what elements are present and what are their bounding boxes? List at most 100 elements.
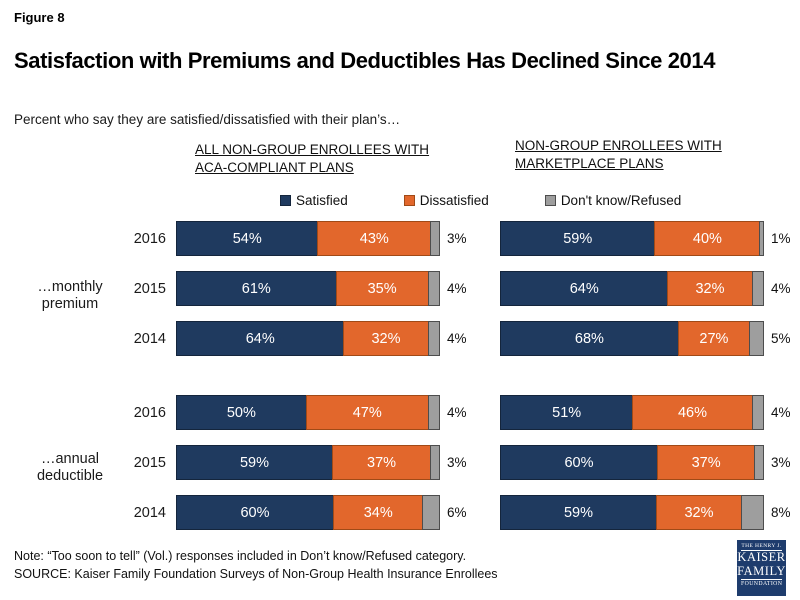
- panel-header-marketplace: NON-GROUP ENROLLEES WITH MARKETPLACE PLA…: [515, 137, 722, 173]
- bar-segment-dissatisfied: 47%: [305, 395, 429, 430]
- year-label: 2015: [133, 454, 166, 471]
- page-title: Satisfaction with Premiums and Deductibl…: [14, 48, 716, 73]
- year-label: 2014: [133, 504, 166, 521]
- dont-know-value-label: 4%: [447, 331, 467, 346]
- bar-segment-dissatisfied: 34%: [333, 495, 424, 530]
- bar-row: 51% 46% 4%: [500, 395, 791, 430]
- bar-segment-dissatisfied: 40%: [654, 221, 761, 256]
- logo-line: KAISER: [737, 550, 786, 564]
- bar-row: 59% 32% 8%: [500, 495, 791, 530]
- bar-value-label: 59%: [563, 230, 593, 247]
- bar-segment-dont_know_refused: [427, 395, 440, 430]
- bar-row: 2016 50% 47% 4%: [126, 395, 467, 430]
- bar-segment-satisfied: 59%: [500, 221, 656, 256]
- bar-segment-dissatisfied: 37%: [331, 445, 432, 480]
- bar-value-label: 60%: [564, 454, 594, 471]
- bar-segment-dont_know_refused: [759, 221, 764, 256]
- stacked-bar: 54% 43%: [176, 221, 440, 256]
- bar-value-label: 68%: [574, 330, 604, 347]
- bar-row: 2015 59% 37% 3%: [126, 445, 467, 480]
- bar-segment-dont_know_refused: [427, 321, 441, 356]
- dont-know-value-label: 8%: [771, 505, 791, 520]
- panel-header-line: ALL NON-GROUP ENROLLEES WITH: [195, 142, 430, 157]
- bar-value-label: 32%: [371, 330, 401, 347]
- legend-label: Don't know/Refused: [560, 193, 682, 208]
- bar-value-label: 64%: [569, 280, 599, 297]
- bar-segment-dont_know_refused: [751, 271, 765, 306]
- bar-segment-dont_know_refused: [751, 395, 764, 430]
- bar-row: 59% 40% 1%: [500, 221, 791, 256]
- bar-segment-dissatisfied: 27%: [677, 321, 750, 356]
- bar-value-label: 40%: [692, 230, 722, 247]
- legend-item: Don't know/Refused: [544, 193, 682, 208]
- stacked-bar: 60% 34%: [176, 495, 440, 530]
- row-group-label-annual-deductible: …annual deductible: [14, 451, 126, 485]
- dont-know-value-label: 1%: [771, 231, 791, 246]
- bar-segment-dont_know_refused: [430, 445, 440, 480]
- bar-row: 60% 37% 3%: [500, 445, 791, 480]
- bar-row: 2014 64% 32% 4%: [126, 321, 467, 356]
- stacked-bar: 59% 40%: [500, 221, 764, 256]
- bar-value-label: 37%: [691, 454, 721, 471]
- bar-segment-dissatisfied: 32%: [655, 495, 742, 530]
- legend-label: Satisfied: [296, 193, 348, 208]
- stacked-bar: 51% 46%: [500, 395, 764, 430]
- bar-value-label: 59%: [563, 504, 593, 521]
- stacked-bar: 60% 37%: [500, 445, 764, 480]
- bar-segment-satisfied: 64%: [176, 321, 345, 356]
- legend-label: Dissatisfied: [419, 193, 489, 208]
- bar-segment-satisfied: 64%: [500, 271, 669, 306]
- bar-value-label: 60%: [240, 504, 270, 521]
- dont-know-value-label: 3%: [447, 455, 467, 470]
- stacked-bar: 64% 32%: [176, 321, 441, 356]
- bar-segment-satisfied: 68%: [500, 321, 679, 356]
- group-label-line: …annual: [40, 451, 100, 467]
- bar-value-label: 64%: [245, 330, 275, 347]
- bar-segment-dissatisfied: 46%: [632, 395, 753, 430]
- panel-header-line: MARKETPLACE PLANS: [515, 156, 664, 171]
- panel-header-line: ACA-COMPLIANT PLANS: [195, 160, 354, 175]
- dont-know-value-label: 4%: [771, 281, 791, 296]
- bar-value-label: 37%: [367, 454, 397, 471]
- group-label-line: deductible: [36, 468, 104, 484]
- group-label-line: …monthly: [37, 279, 103, 295]
- bar-segment-satisfied: 60%: [176, 495, 334, 530]
- year-label: 2014: [133, 330, 166, 347]
- bar-segment-dissatisfied: 35%: [335, 271, 429, 306]
- footnote: Note: “Too soon to tell” (Vol.) response…: [14, 549, 467, 563]
- legend-item: Satisfied: [280, 193, 348, 208]
- legend-swatch-icon: [403, 195, 415, 206]
- group-label-line: premium: [41, 296, 99, 312]
- bar-value-label: 61%: [241, 280, 271, 297]
- year-label: 2016: [133, 230, 166, 247]
- logo-line: FAMILY: [737, 563, 786, 578]
- dont-know-value-label: 5%: [771, 331, 791, 346]
- bar-row: 68% 27% 5%: [500, 321, 791, 356]
- chart-legend: Satisfied Dissatisfied Don't know/Refused: [280, 193, 681, 208]
- dont-know-value-label: 6%: [447, 505, 467, 520]
- bar-value-label: 32%: [684, 504, 714, 521]
- dont-know-value-label: 4%: [447, 405, 467, 420]
- logo-line: THE HENRY J.: [741, 543, 782, 551]
- bar-value-label: 27%: [699, 330, 729, 347]
- bar-segment-satisfied: 59%: [176, 445, 333, 480]
- dont-know-value-label: 4%: [447, 281, 467, 296]
- stacked-bar: 61% 35%: [176, 271, 440, 306]
- bar-value-label: 34%: [363, 504, 393, 521]
- bar-segment-dissatisfied: 32%: [667, 271, 753, 306]
- year-label: 2016: [133, 404, 166, 421]
- stacked-bar: 50% 47%: [176, 395, 440, 430]
- bar-segment-dissatisfied: 43%: [317, 221, 432, 256]
- bar-segment-satisfied: 50%: [176, 395, 307, 430]
- stacked-bar: 59% 32%: [500, 495, 765, 530]
- dont-know-value-label: 4%: [771, 405, 791, 420]
- bar-value-label: 47%: [352, 404, 382, 421]
- bar-segment-satisfied: 59%: [500, 495, 657, 530]
- bar-segment-dont_know_refused: [754, 445, 764, 480]
- bar-segment-dont_know_refused: [427, 271, 440, 306]
- bar-row: 2014 60% 34% 6%: [126, 495, 467, 530]
- chart-subtitle: Percent who say they are satisfied/dissa…: [14, 112, 401, 127]
- bar-value-label: 54%: [232, 230, 262, 247]
- bar-segment-dont_know_refused: [749, 321, 764, 356]
